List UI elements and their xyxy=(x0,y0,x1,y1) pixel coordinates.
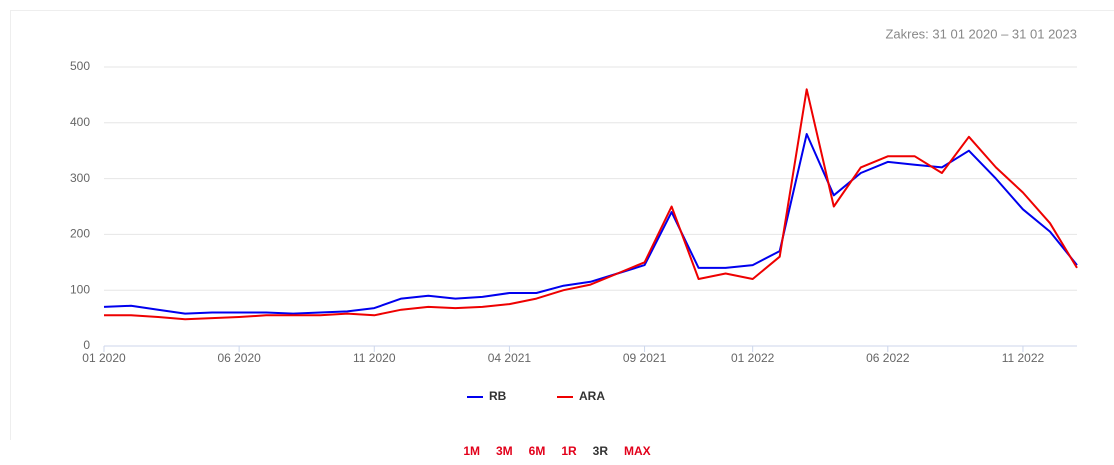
range-buttons: 1M 3M 6M 1R 3R MAX xyxy=(0,444,1114,458)
x-tick-label: 04 2021 xyxy=(488,351,532,365)
range-label: Zakres: 31 01 2020 – 31 01 2023 xyxy=(885,26,1077,41)
x-tick-label: 09 2021 xyxy=(623,351,667,365)
x-tick-label: 11 2020 xyxy=(353,351,396,365)
x-tick-label: 11 2022 xyxy=(1002,351,1045,365)
y-tick-label: 500 xyxy=(70,59,90,73)
range-button[interactable]: 1R xyxy=(561,444,577,458)
x-tick-label: 06 2020 xyxy=(217,351,261,365)
series-line xyxy=(104,88,1078,321)
x-tick-label: 06 2022 xyxy=(866,351,910,365)
legend-label: ARA xyxy=(579,389,605,403)
y-tick-label: 300 xyxy=(70,171,90,185)
x-tick-label: 01 2020 xyxy=(82,351,126,365)
series-line xyxy=(103,133,1078,315)
x-tick-label: 01 2022 xyxy=(731,351,775,365)
card-border xyxy=(10,10,1114,440)
y-tick-label: 0 xyxy=(83,338,90,352)
range-button[interactable]: 3R xyxy=(592,444,609,458)
y-tick-label: 100 xyxy=(70,282,90,296)
legend-label: RB xyxy=(489,389,507,403)
range-button[interactable]: MAX xyxy=(624,444,651,458)
range-button[interactable]: 1M xyxy=(463,444,480,458)
range-button[interactable]: 6M xyxy=(528,444,546,458)
range-button[interactable]: 3M xyxy=(495,444,513,458)
chart: Zakres: 31 01 2020 – 31 01 2023 0 100 200 3… xyxy=(10,10,1114,440)
y-tick-label: 400 xyxy=(70,115,90,129)
y-tick-label: 200 xyxy=(70,227,90,241)
